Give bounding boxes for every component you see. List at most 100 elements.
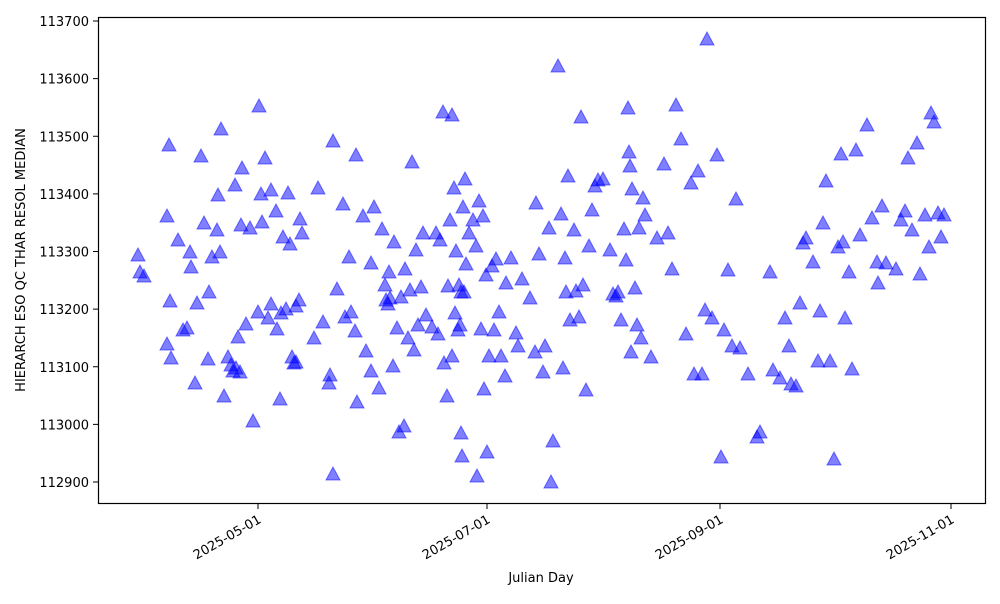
data-point-triangle [260, 309, 276, 325]
data-point-triangle [227, 176, 243, 192]
data-point-triangle [629, 316, 645, 332]
data-point-triangle [805, 253, 821, 269]
data-point-triangle [363, 254, 379, 270]
data-point-triangle [363, 362, 379, 378]
data-point-triangle [347, 322, 363, 338]
data-point-triangle [484, 257, 500, 273]
data-point-triangle [413, 278, 429, 294]
data-point-triangle [250, 303, 266, 319]
data-point-triangle [196, 214, 212, 230]
data-point-triangle [888, 260, 904, 276]
data-point-triangle [465, 211, 481, 227]
data-point-triangle [870, 274, 886, 290]
data-point-triangle [385, 357, 401, 373]
data-point-triangle [233, 216, 249, 232]
data-point-triangle [566, 221, 582, 237]
data-point-triangle [912, 265, 928, 281]
data-point-triangle [488, 250, 504, 266]
data-point-triangle [386, 233, 402, 249]
data-point-triangle [522, 289, 538, 305]
data-point-triangle [578, 381, 594, 397]
data-point-triangle [622, 157, 638, 173]
data-point-triangle [792, 294, 808, 310]
data-point-triangle [555, 359, 571, 375]
data-point-triangle [162, 292, 178, 308]
data-point-triangle [234, 159, 250, 175]
data-point-triangle [447, 304, 463, 320]
data-point-triangle [415, 224, 431, 240]
data-point-triangle [493, 347, 509, 363]
data-point-triangle [374, 220, 390, 236]
data-point-triangle [389, 319, 405, 335]
data-point-triangle [822, 352, 838, 368]
data-point-triangle [424, 318, 440, 334]
data-point-triangle [874, 197, 890, 213]
data-point-triangle [478, 266, 494, 282]
data-point-triangle [355, 207, 371, 223]
data-point-triangle [442, 211, 458, 227]
data-point-triangle [238, 315, 254, 331]
data-point-triangle [461, 224, 477, 240]
data-point-triangle [560, 167, 576, 183]
data-point-triangle [508, 324, 524, 340]
data-point-triangle [704, 309, 720, 325]
data-point-triangle [159, 207, 175, 223]
data-point-triangle [818, 172, 834, 188]
data-point-triangle [473, 320, 489, 336]
data-point-triangle [649, 229, 665, 245]
data-point-triangle [161, 136, 177, 152]
data-point-triangle [275, 228, 291, 244]
data-point-triangle [189, 294, 205, 310]
data-point-triangle [136, 267, 152, 283]
data-point-triangle [620, 99, 636, 115]
data-point-triangle [926, 113, 942, 129]
data-point-triangle [159, 335, 175, 351]
data-point-triangle [435, 103, 451, 119]
x-axis-label: Julian Day [507, 571, 574, 586]
data-point-triangle [341, 248, 357, 264]
data-point-triangle [777, 309, 793, 325]
data-point-triangle [366, 198, 382, 214]
data-point-triangle [393, 288, 409, 304]
data-point-triangle [381, 263, 397, 279]
y-tick-label: 113200 [39, 303, 89, 318]
data-point-triangle [491, 303, 507, 319]
data-point-triangle [537, 337, 553, 353]
data-point-triangle [232, 363, 248, 379]
data-point-triangle [183, 258, 199, 274]
data-point-triangle [624, 180, 640, 196]
data-point-triangle [257, 149, 273, 165]
data-point-triangle [397, 260, 413, 276]
data-point-triangle [486, 321, 502, 337]
data-point-triangle [263, 295, 279, 311]
data-point-triangle [713, 448, 729, 464]
y-tick-label: 113500 [39, 130, 89, 145]
data-point-triangle [439, 387, 455, 403]
data-point-triangle [933, 228, 949, 244]
data-point-triangle [709, 146, 725, 162]
data-point-triangle [535, 363, 551, 379]
data-point-triangle [852, 226, 868, 242]
data-point-triangle [444, 106, 460, 122]
data-point-triangle [635, 189, 651, 205]
data-point-triangle [690, 162, 706, 178]
data-point-triangle [627, 279, 643, 295]
data-point-triangle [130, 246, 146, 262]
data-point-triangle [201, 283, 217, 299]
data-point-triangle [772, 369, 788, 385]
data-point-triangle [280, 184, 296, 200]
data-point-triangle [457, 170, 473, 186]
data-point-triangle [788, 377, 804, 393]
data-point-triangle [613, 311, 629, 327]
data-point-triangle [510, 337, 526, 353]
data-point-triangle [528, 194, 544, 210]
y-tick-label: 113300 [39, 246, 89, 261]
data-point-triangle [660, 224, 676, 240]
data-point-triangle [798, 229, 814, 245]
data-point-triangle [458, 255, 474, 271]
y-tick-label: 113000 [39, 418, 89, 433]
data-point-triangle [179, 319, 195, 335]
data-point-triangle [553, 205, 569, 221]
data-point-triangle [728, 190, 744, 206]
